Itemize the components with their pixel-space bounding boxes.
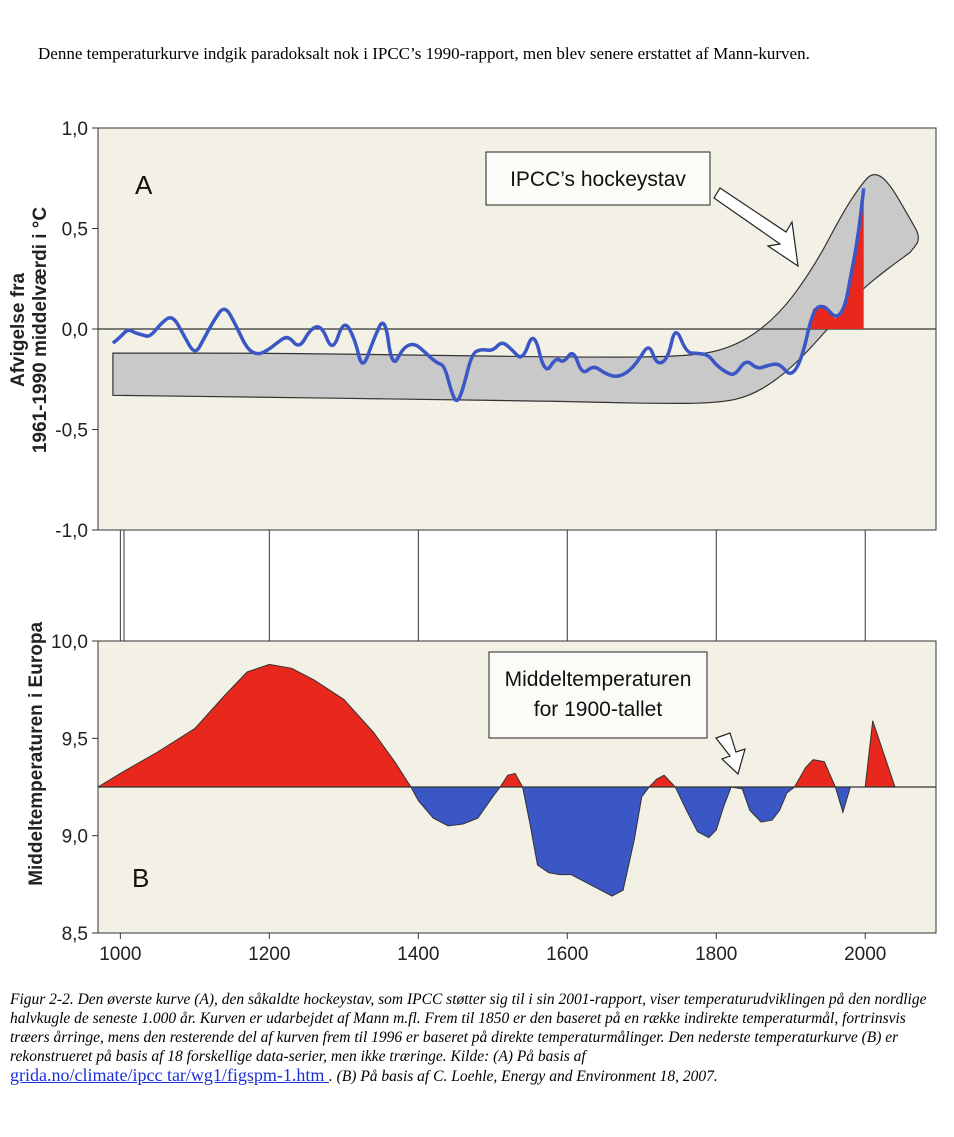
panel-a-ylabel-line2: 1961-1990 middelværdi i °C	[30, 207, 51, 454]
panel-a-y-ticks: 1,0 0,5 0,0 -0,5 -1,0	[55, 119, 98, 542]
below-mean-fill	[410, 787, 501, 826]
panel-b-y-tick-label: 9,0	[62, 827, 88, 848]
source-link[interactable]: grida.no/climate/ipcc tar/wg1/figspm-1.h…	[10, 1065, 329, 1085]
panel-b-fills	[98, 664, 895, 896]
panel-a-y-tick-label: -1,0	[55, 521, 88, 542]
below-mean-fill	[522, 787, 650, 896]
mean-label-box	[488, 651, 708, 739]
below-mean-fill	[835, 787, 851, 813]
panel-b-ylabel-line1: Middeltemperaturen	[26, 704, 47, 886]
panel-b-y-tick-label: 8,5	[62, 924, 88, 945]
below-mean-fill	[731, 787, 795, 822]
mean-arrow-icon	[715, 732, 746, 776]
mean-label-line1: Middeltemperaturen	[505, 668, 692, 691]
above-mean-fill	[865, 720, 895, 787]
below-mean-fill	[675, 787, 732, 838]
x-tick-label: 1400	[397, 944, 439, 965]
panel-a-y-tick-label: 1,0	[62, 119, 88, 140]
x-tick-label: 1200	[248, 944, 290, 965]
panel-b-y-tick-label: 9,5	[62, 729, 88, 750]
hockey-stick-line	[111, 188, 866, 403]
panel-a-red-fills	[808, 188, 864, 329]
panel-connectors	[119, 530, 866, 641]
above-mean-fill	[98, 664, 411, 787]
panel-a-y-tick-label: 0,0	[62, 320, 88, 341]
hockeystick-label: IPCC’s hockeystav	[510, 168, 686, 191]
x-axis-ticks: 1000 1200 1400 1600 1800 2000	[99, 933, 886, 965]
panel-a-letter: A	[135, 170, 153, 200]
caption-tail: . (B) På basis af C. Loehle, Energy and …	[328, 1068, 718, 1085]
panel-b-y-tick-label: 10,0	[51, 632, 88, 653]
panel-a-ylabel-line1: Afvigelse fra	[8, 273, 29, 387]
figure-caption: Figur 2-2. Den øverste kurve (A), den så…	[10, 990, 935, 1086]
panel-b-ylabel-line2: i Europa	[26, 622, 47, 698]
panel-a: 1,0 0,5 0,0 -0,5 -1,0 A IPCC’s hockeystav Af…	[8, 119, 937, 542]
above-mean-fill	[794, 759, 836, 787]
above-mean-fill	[649, 775, 676, 787]
hockeystick-label-box	[485, 151, 711, 206]
x-tick-label: 2000	[844, 944, 886, 965]
x-tick-label: 1800	[695, 944, 737, 965]
caption-text: Figur 2-2. Den øverste kurve (A), den så…	[10, 991, 927, 1065]
panel-a-y-tick-label: -0,5	[55, 421, 88, 442]
mean-label-line2: for 1900-tallet	[534, 698, 663, 721]
hockeystick-arrow-icon	[713, 187, 799, 268]
warm-fill	[808, 188, 864, 329]
panel-b-letter: B	[132, 863, 149, 893]
panel-a-y-tick-label: 0,5	[62, 220, 88, 241]
intro-paragraph: Denne temperaturkurve indgik paradoksalt…	[38, 44, 810, 63]
panel-b-y-ticks: 10,0 9,5 9,0 8,5	[51, 632, 98, 945]
uncertainty-band	[112, 174, 919, 405]
x-tick-label: 1000	[99, 944, 141, 965]
x-tick-label: 1600	[546, 944, 588, 965]
above-mean-fill	[500, 773, 523, 787]
europe-temperature-line	[97, 663, 936, 897]
panel-b: 10,0 9,5 9,0 8,5 1000 1200 1400 1600 1800 2000 B…	[26, 622, 937, 965]
